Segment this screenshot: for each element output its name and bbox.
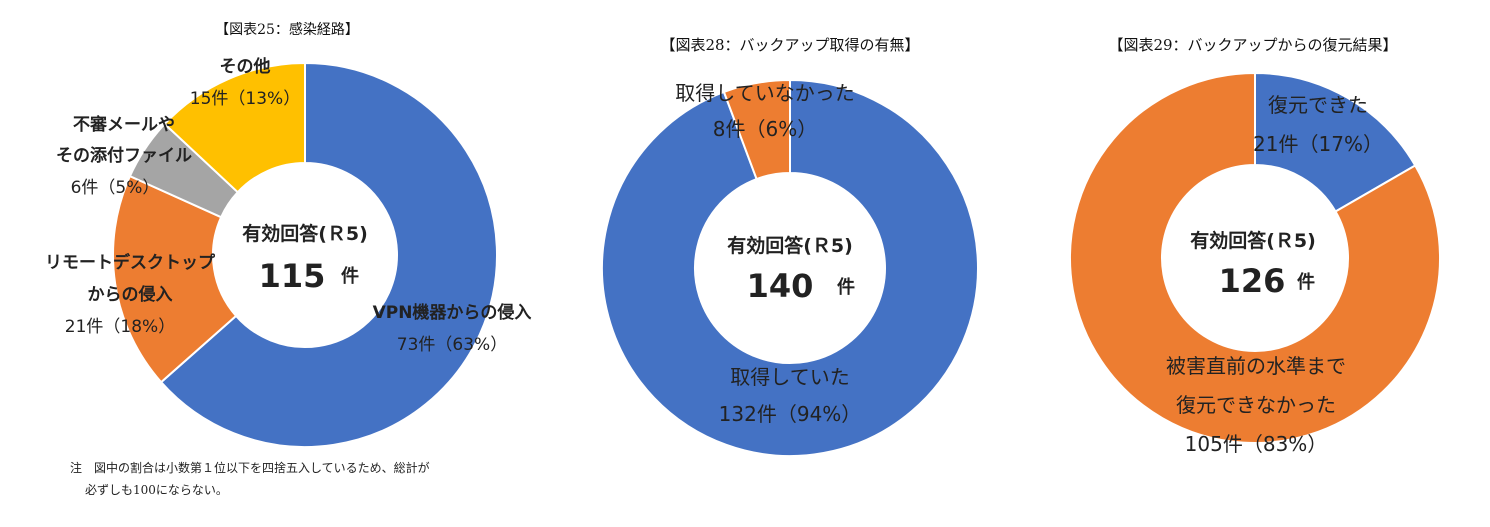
chart2-title: 【図表28：バックアップ取得の有無】 bbox=[660, 36, 919, 54]
chart2-slice-nottaken-count: 8件（6%） bbox=[713, 117, 817, 141]
chart1-slice-other-count: 15件（13%） bbox=[190, 89, 300, 109]
chart2-center-label: 有効回答(Ｒ5) bbox=[727, 234, 853, 257]
chart1-slice-mail-name: 不審メールや bbox=[73, 114, 175, 135]
chart1-slice-vpn-count: 73件（63%） bbox=[397, 335, 507, 355]
chart1-slice-rdp-count: 21件（18%） bbox=[65, 317, 175, 337]
chart3-center-unit: 件 bbox=[1297, 271, 1315, 293]
chart1-title: 【図表25：感染経路】 bbox=[215, 21, 359, 38]
chart2-center-unit: 件 bbox=[837, 276, 855, 298]
chart3-slice-restored-count: 21件（17%） bbox=[1253, 132, 1383, 156]
chart1-note-line1: 注 図中の割合は小数第１位以下を四捨五入しているため、総計が bbox=[70, 460, 430, 475]
chart2-slice-taken-name: 取得していた bbox=[730, 365, 849, 389]
chart2-slice-0 bbox=[601, 78, 979, 457]
chart2-slice-nottaken-name: 取得していなかった bbox=[675, 81, 854, 105]
chart1-slice-3 bbox=[163, 61, 306, 194]
chart1-slice-vpn-name: VPN機器からの侵入 bbox=[373, 302, 532, 323]
chart1-center-value: 115 bbox=[259, 257, 326, 295]
chart3-center-value: 126 bbox=[1219, 262, 1286, 300]
chart1-slice-rdp-name2: からの侵入 bbox=[88, 284, 173, 305]
chart-infection-route: 【図表25：感染経路】 有効回答(Ｒ5) 115 件 VPN機器からの侵入 73… bbox=[45, 21, 531, 497]
chart1-slice-0 bbox=[159, 61, 498, 448]
chart1-center-label: 有効回答(Ｒ5) bbox=[242, 222, 368, 245]
chart1-slice-rdp-name: リモートデスクトップ bbox=[45, 252, 216, 273]
chart3-title: 【図表29：バックアップからの復元結果】 bbox=[1108, 36, 1397, 54]
chart1-slice-other-name: その他 bbox=[220, 56, 271, 77]
chart3-center-label: 有効回答(Ｒ5) bbox=[1190, 229, 1316, 252]
chart1-slices bbox=[112, 61, 498, 448]
chart-restore-result: 【図表29：バックアップからの復元結果】 有効回答(Ｒ5) 126 件 復元でき… bbox=[1069, 36, 1441, 456]
chart1-slice-1 bbox=[112, 174, 238, 384]
chart3-slice-restored-name: 復元できた bbox=[1268, 93, 1368, 117]
chart2-slices bbox=[601, 78, 979, 457]
chart2-slice-1 bbox=[722, 78, 791, 181]
chart3-slice-failed-count: 105件（83%） bbox=[1185, 432, 1328, 456]
chart3-slice-1 bbox=[1069, 71, 1441, 444]
chart-backup-taken: 【図表28：バックアップ取得の有無】 有効回答(Ｒ5) 140 件 取得していた… bbox=[601, 36, 979, 457]
chart3-slice-failed-name: 被害直前の水準まで bbox=[1166, 354, 1346, 378]
chart3-slice-0 bbox=[1254, 71, 1417, 213]
chart3-slice-failed-name2: 復元できなかった bbox=[1176, 393, 1336, 417]
chart3-slices bbox=[1069, 71, 1441, 444]
chart1-slice-mail-name2: その添付ファイル bbox=[56, 145, 192, 166]
chart1-center-unit: 件 bbox=[341, 265, 359, 287]
chart2-center-value: 140 bbox=[747, 267, 814, 305]
chart1-note-line2: 必ずしも100にならない。 bbox=[85, 483, 228, 497]
chart1-slice-mail-count: 6件（5%） bbox=[71, 178, 160, 198]
chart2-slice-taken-count: 132件（94%） bbox=[719, 402, 862, 426]
